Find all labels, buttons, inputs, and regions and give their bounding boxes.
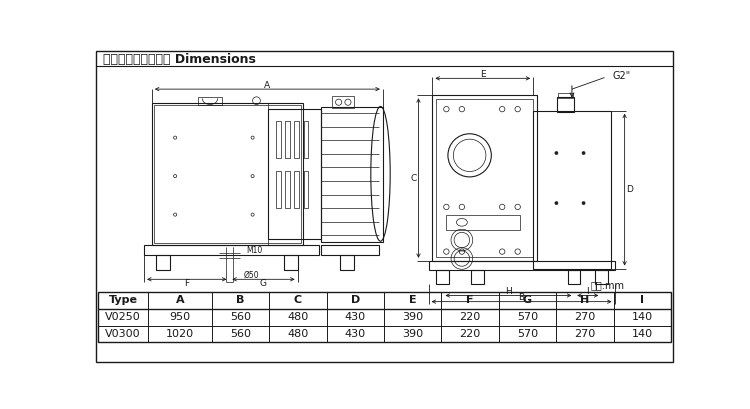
Circle shape bbox=[555, 202, 558, 204]
Bar bbox=[284, 255, 298, 270]
Text: 140: 140 bbox=[632, 329, 653, 339]
Text: 1020: 1020 bbox=[166, 329, 194, 339]
Text: 140: 140 bbox=[632, 312, 653, 322]
Bar bbox=[304, 171, 308, 208]
Bar bbox=[428, 261, 614, 270]
Bar bbox=[295, 171, 299, 208]
Text: 220: 220 bbox=[460, 312, 481, 322]
Text: 390: 390 bbox=[402, 312, 423, 322]
Text: 外型尺寸及安裝尺寸 Dimensions: 外型尺寸及安裝尺寸 Dimensions bbox=[103, 53, 256, 65]
Text: B: B bbox=[518, 293, 524, 302]
Bar bbox=[285, 171, 290, 208]
Bar bbox=[332, 96, 354, 108]
Text: B: B bbox=[236, 295, 244, 305]
Bar bbox=[198, 97, 222, 105]
Text: D: D bbox=[350, 295, 360, 305]
Text: C: C bbox=[294, 295, 302, 305]
Text: 單位:mm: 單位:mm bbox=[591, 280, 625, 290]
Bar bbox=[568, 270, 580, 284]
Text: 220: 220 bbox=[460, 329, 481, 339]
Text: M10: M10 bbox=[247, 246, 262, 255]
Text: H: H bbox=[505, 287, 512, 296]
Circle shape bbox=[582, 202, 585, 204]
Text: A: A bbox=[264, 81, 271, 90]
Text: I: I bbox=[640, 295, 644, 305]
Text: Ø50: Ø50 bbox=[243, 271, 259, 280]
Text: C: C bbox=[411, 173, 417, 182]
Text: Type: Type bbox=[109, 295, 137, 305]
Bar bbox=[98, 292, 671, 342]
Text: 570: 570 bbox=[517, 312, 538, 322]
Text: 430: 430 bbox=[345, 312, 366, 322]
Text: E: E bbox=[409, 295, 416, 305]
Bar bbox=[321, 107, 382, 242]
Circle shape bbox=[555, 151, 558, 155]
Bar bbox=[596, 270, 608, 284]
Text: G2": G2" bbox=[612, 71, 631, 81]
Text: A: A bbox=[176, 295, 184, 305]
Text: E: E bbox=[480, 70, 485, 79]
Bar bbox=[154, 105, 301, 243]
Text: 950: 950 bbox=[170, 312, 190, 322]
Text: 560: 560 bbox=[230, 312, 251, 322]
Bar bbox=[558, 93, 574, 98]
Text: H: H bbox=[580, 295, 590, 305]
Bar bbox=[152, 103, 303, 245]
Bar bbox=[321, 245, 379, 255]
Bar bbox=[471, 270, 484, 284]
Text: F: F bbox=[466, 295, 474, 305]
Bar bbox=[144, 245, 319, 255]
Bar bbox=[446, 215, 520, 230]
Text: 480: 480 bbox=[287, 312, 308, 322]
Bar bbox=[156, 255, 170, 270]
Bar bbox=[557, 97, 574, 112]
Text: 390: 390 bbox=[402, 329, 423, 339]
Bar bbox=[436, 99, 533, 257]
Text: I: I bbox=[586, 287, 590, 296]
Bar bbox=[276, 171, 280, 208]
Bar bbox=[433, 95, 537, 261]
Text: 270: 270 bbox=[574, 312, 596, 322]
Text: V0300: V0300 bbox=[105, 329, 141, 339]
Text: D: D bbox=[626, 185, 633, 194]
Text: 570: 570 bbox=[517, 329, 538, 339]
Text: 270: 270 bbox=[574, 329, 596, 339]
Text: G: G bbox=[523, 295, 532, 305]
Bar bbox=[276, 121, 280, 157]
Bar bbox=[340, 255, 354, 270]
Text: F: F bbox=[184, 279, 189, 288]
Text: 430: 430 bbox=[345, 329, 366, 339]
Bar bbox=[285, 121, 290, 157]
Text: V0250: V0250 bbox=[105, 312, 141, 322]
Text: G: G bbox=[260, 279, 267, 288]
Text: 480: 480 bbox=[287, 329, 308, 339]
Bar bbox=[295, 121, 299, 157]
Bar bbox=[533, 111, 610, 269]
Circle shape bbox=[582, 151, 585, 155]
Text: 560: 560 bbox=[230, 329, 251, 339]
Bar bbox=[304, 121, 308, 157]
Bar bbox=[436, 270, 448, 284]
Bar bbox=[268, 109, 321, 239]
